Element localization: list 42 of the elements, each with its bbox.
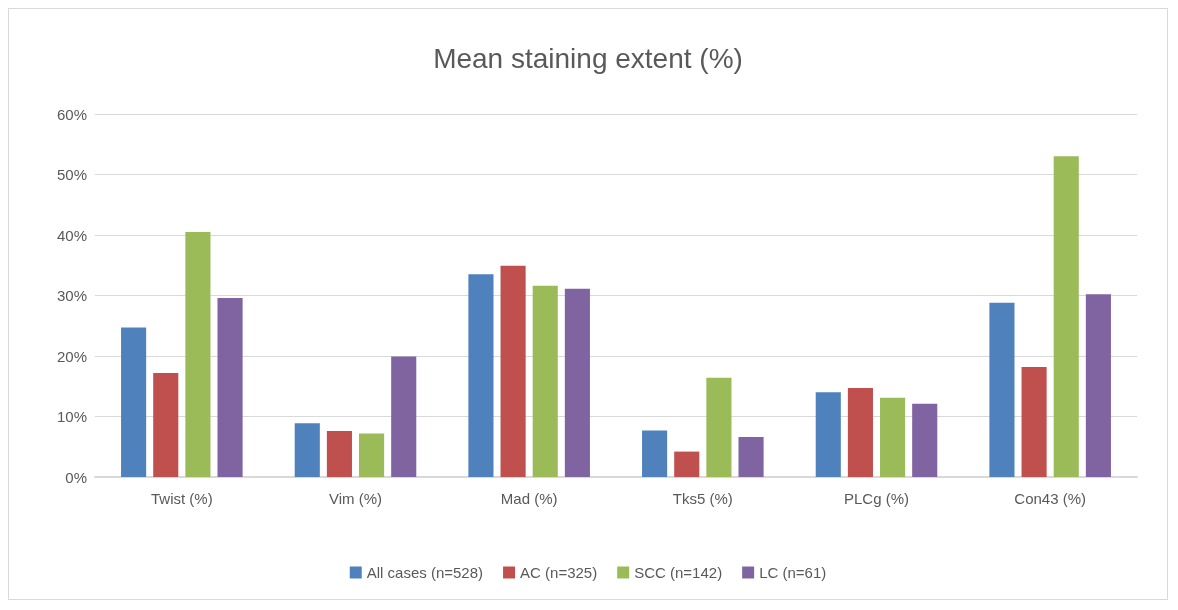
y-tick-label: 30% xyxy=(56,287,87,304)
bar xyxy=(468,274,494,477)
bar xyxy=(912,403,938,477)
x-tick-label: Vim (%) xyxy=(328,490,383,507)
legend-label: AC (n=325) xyxy=(520,564,598,581)
x-tick-label: Mad (%) xyxy=(500,490,558,507)
x-tick-label: Tks5 (%) xyxy=(672,490,733,507)
bar xyxy=(847,388,873,477)
bar xyxy=(642,430,668,477)
y-tick-label: 10% xyxy=(56,408,87,425)
chart-title: Mean staining extent (%) xyxy=(433,42,743,74)
x-tick-label: Con43 (%) xyxy=(1014,490,1087,507)
y-tick-label: 60% xyxy=(56,105,87,123)
bar xyxy=(153,372,179,477)
legend-label: LC (n=61) xyxy=(759,564,827,581)
bar xyxy=(391,356,417,477)
bar xyxy=(532,285,558,477)
bar xyxy=(1085,294,1111,477)
y-tick-label: 20% xyxy=(56,347,87,365)
legend-label: All cases (n=528) xyxy=(366,564,484,581)
x-tick-label: Twist (%) xyxy=(151,490,213,507)
bar xyxy=(989,302,1015,477)
bar xyxy=(121,327,147,477)
bar xyxy=(185,231,211,477)
bar xyxy=(738,437,764,477)
bar xyxy=(706,377,732,477)
y-tick-label: 40% xyxy=(56,226,87,244)
bar xyxy=(564,288,590,477)
bar xyxy=(674,451,700,477)
bar xyxy=(217,297,243,477)
x-tick-label: PLCg (%) xyxy=(843,490,910,507)
y-tick-label: 50% xyxy=(56,166,87,183)
bar xyxy=(359,433,385,477)
bar xyxy=(815,392,841,477)
bar xyxy=(1053,156,1079,477)
bar xyxy=(294,423,320,477)
bar xyxy=(500,265,526,477)
legend-label: SCC (n=142) xyxy=(634,564,723,581)
bar xyxy=(326,431,352,477)
y-tick-label: 0% xyxy=(65,468,87,486)
bar xyxy=(880,397,906,477)
bar xyxy=(1021,366,1047,477)
